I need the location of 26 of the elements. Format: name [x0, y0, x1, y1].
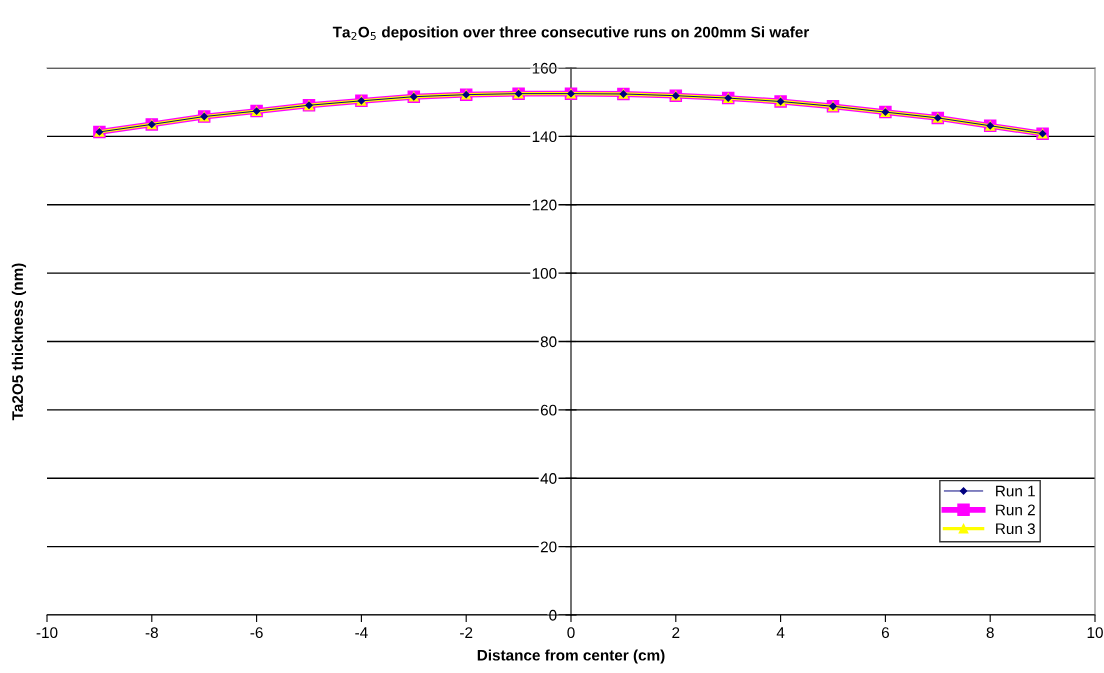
legend-label: Run 2 — [996, 504, 1035, 516]
x-tick-label: -8 — [145, 627, 158, 639]
y-tick-label: 20 — [540, 541, 557, 553]
y-tick-label: 60 — [540, 404, 557, 416]
y-tick-label: 120 — [532, 199, 557, 211]
x-tick-label: -4 — [355, 627, 368, 638]
y-tick-label: 140 — [532, 131, 557, 143]
x-tick-label: 0 — [567, 627, 575, 639]
x-axis-title: Distance from center (cm) — [477, 649, 665, 664]
x-tick-label: -10 — [36, 627, 58, 639]
y-tick-label: 40 — [540, 473, 557, 484]
y-tick-label: 0 — [549, 609, 557, 621]
legend-label: Run 3 — [996, 523, 1035, 535]
x-tick-label: 6 — [881, 627, 889, 639]
x-tick-label: -2 — [460, 627, 473, 638]
y-tick-label: 160 — [532, 62, 557, 74]
y-axis-title: Ta2O5 thickness (nm) — [11, 263, 27, 421]
x-tick-label: 2 — [672, 627, 680, 638]
legend-label: Run 1 — [996, 485, 1035, 497]
y-tick-label: 100 — [532, 267, 557, 279]
x-tick-label: 8 — [986, 627, 994, 639]
y-tick-label: 80 — [540, 336, 557, 348]
x-tick-label: -6 — [250, 627, 263, 639]
x-tick-label: 10 — [1087, 627, 1103, 639]
x-tick-label: 4 — [776, 627, 785, 638]
chart-title: Ta$_{2}$O$_{5}$ deposition over three consecutive runs on 200mm Si wafer — [332, 26, 810, 41]
